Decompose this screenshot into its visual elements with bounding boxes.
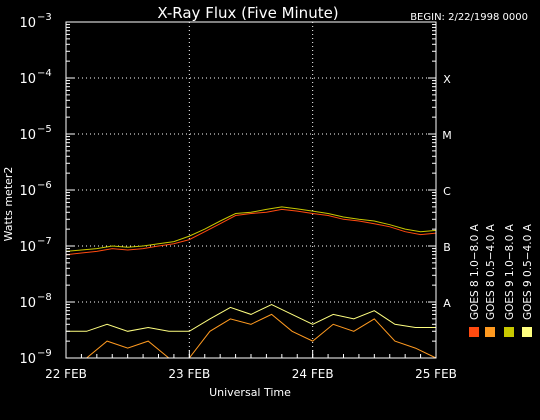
y-tick-exponent: −9 bbox=[37, 348, 52, 359]
legend-swatch bbox=[522, 327, 532, 337]
flare-class-labels: A B C M X bbox=[442, 73, 452, 310]
begin-date-label: BEGIN: 2/22/1998 0000 bbox=[410, 12, 528, 23]
y-tick-label: 10 bbox=[19, 184, 36, 199]
y-tick-exponent: −4 bbox=[37, 68, 52, 79]
flare-class-label: C bbox=[443, 185, 451, 198]
legend-swatch bbox=[504, 327, 514, 337]
x-tick-label: 22 FEB bbox=[45, 367, 87, 381]
y-tick-exponent: −7 bbox=[37, 236, 52, 247]
series-line-0 bbox=[65, 208, 437, 256]
y-tick-label: 10 bbox=[19, 72, 36, 87]
x-axis-label: Universal Time bbox=[209, 386, 291, 399]
y-tick-exponent: −6 bbox=[37, 180, 52, 191]
y-axis-label: Watts meter2 bbox=[2, 167, 15, 242]
legend-swatch bbox=[469, 327, 479, 337]
y-tick-exponent: −5 bbox=[37, 124, 52, 135]
legend-label: GOES 8 0.5−4.0 A bbox=[485, 223, 497, 320]
x-tick-labels: 22 FEB 23 FEB 24 FEB 25 FEB bbox=[45, 367, 457, 381]
legend-label: GOES 9 0.5−4.0 A bbox=[522, 223, 534, 320]
grid-lines bbox=[66, 22, 436, 358]
y-tick-labels: 10−910−810−710−610−510−410−3 bbox=[19, 12, 51, 367]
series-lines bbox=[65, 206, 437, 359]
flare-class-label: M bbox=[442, 129, 452, 142]
y-tick-label: 10 bbox=[19, 352, 36, 367]
x-tick-label: 25 FEB bbox=[415, 367, 457, 381]
legend-swatch bbox=[485, 327, 495, 337]
y-tick-label: 10 bbox=[19, 16, 36, 31]
legend-label: GOES 8 1.0−8.0 A bbox=[469, 223, 481, 320]
legend: GOES 8 1.0−8.0 A GOES 8 0.5−4.0 A GOES 9 1… bbox=[469, 223, 534, 337]
y-tick-label: 10 bbox=[19, 240, 36, 255]
chart-title: X-Ray Flux (Five Minute) bbox=[157, 4, 338, 22]
flare-class-label: B bbox=[443, 241, 451, 254]
series-line-2 bbox=[66, 304, 436, 332]
plot-frame bbox=[65, 21, 437, 359]
y-tick-exponent: −3 bbox=[37, 12, 52, 23]
x-tick-label: 24 FEB bbox=[292, 367, 334, 381]
series-line-3 bbox=[65, 206, 437, 252]
series-line-1 bbox=[66, 313, 437, 359]
y-tick-label: 10 bbox=[19, 128, 36, 143]
y-tick-exponent: −8 bbox=[37, 292, 52, 303]
flare-class-label: X bbox=[443, 73, 451, 86]
flare-class-label: A bbox=[443, 297, 451, 310]
y-tick-label: 10 bbox=[19, 296, 36, 311]
legend-label: GOES 9 1.0−8.0 A bbox=[504, 223, 516, 320]
x-tick-label: 23 FEB bbox=[168, 367, 210, 381]
